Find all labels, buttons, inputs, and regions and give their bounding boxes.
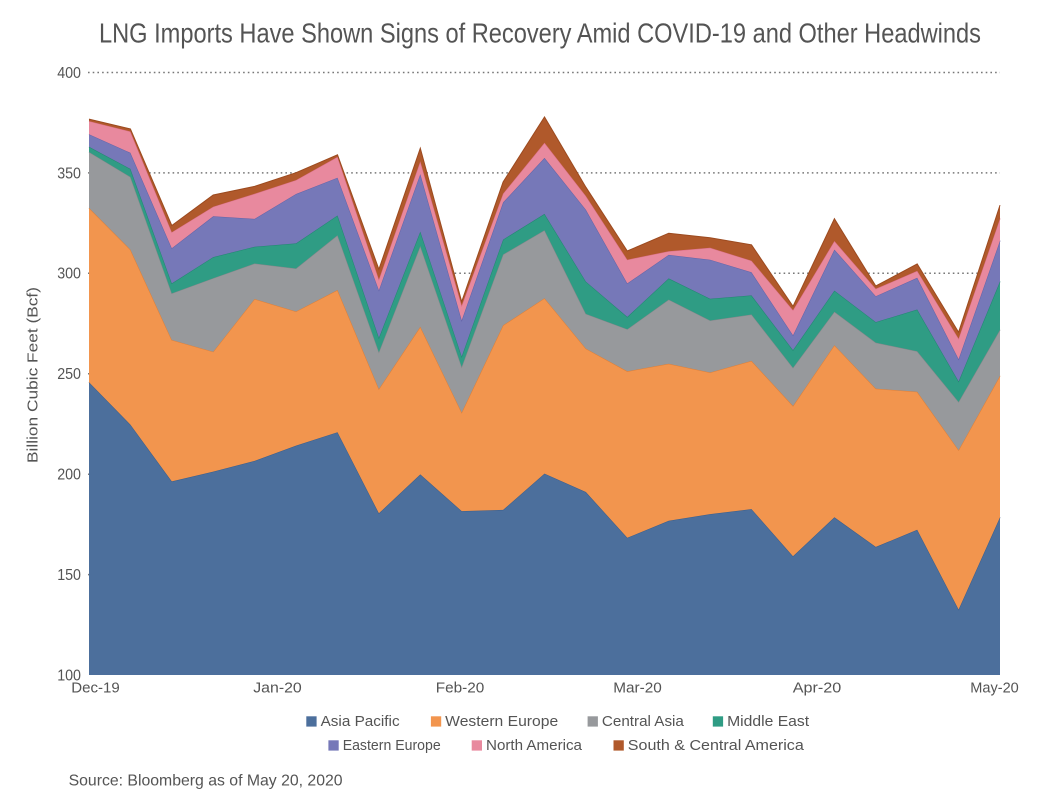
svg-text:Feb-20: Feb-20 [436, 679, 485, 696]
svg-text:Central Asia: Central Asia [602, 713, 685, 730]
svg-text:Jan-20: Jan-20 [253, 679, 302, 696]
svg-text:Source: Bloomberg as of May 20: Source: Bloomberg as of May 20, 2020 [69, 773, 343, 790]
svg-text:150: 150 [57, 567, 81, 584]
svg-text:400: 400 [57, 65, 81, 82]
svg-text:Middle East: Middle East [727, 713, 810, 730]
svg-text:Dec-19: Dec-19 [71, 679, 120, 696]
svg-text:Billion Cubic Feet (Bcf): Billion Cubic Feet (Bcf) [25, 287, 42, 463]
svg-text:350: 350 [57, 165, 81, 182]
svg-text:200: 200 [57, 467, 81, 484]
svg-text:Mar-20: Mar-20 [613, 679, 662, 696]
svg-text:100: 100 [57, 667, 81, 684]
svg-text:250: 250 [57, 366, 81, 383]
svg-text:300: 300 [57, 266, 81, 283]
svg-text:Western Europe: Western Europe [445, 713, 558, 730]
svg-text:May-20: May-20 [970, 679, 1019, 696]
svg-text:Asia Pacific: Asia Pacific [321, 713, 400, 730]
svg-text:Eastern Europe: Eastern Europe [343, 737, 441, 754]
svg-text:Apr-20: Apr-20 [793, 679, 842, 696]
svg-text:North America: North America [486, 737, 583, 754]
svg-text:South & Central America: South & Central America [628, 737, 805, 754]
svg-text:LNG Imports Have Shown Signs o: LNG Imports Have Shown Signs of Recovery… [99, 18, 981, 49]
